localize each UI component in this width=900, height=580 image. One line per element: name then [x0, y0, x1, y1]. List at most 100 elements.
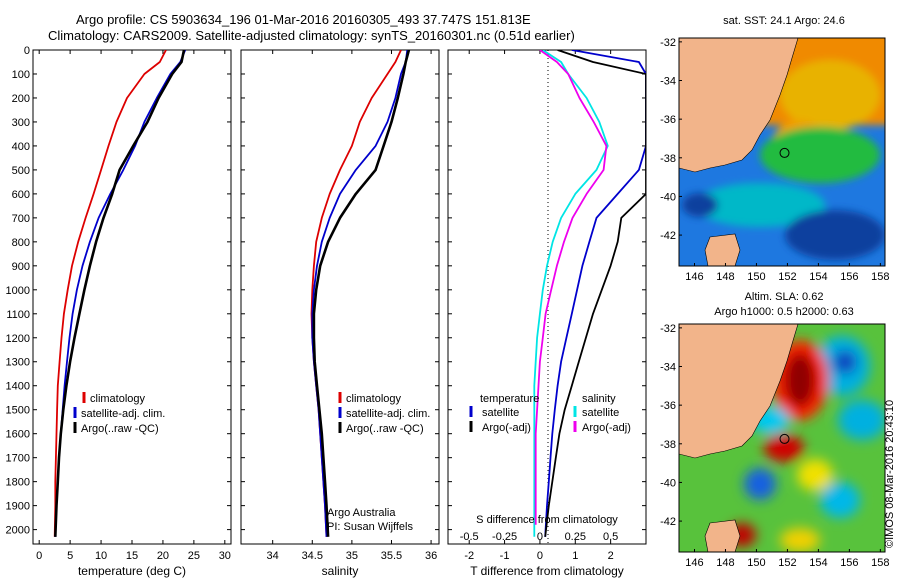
legend-label-satellite: satellite-adj. clim.: [346, 408, 430, 420]
map-y-tick-label: -32: [660, 323, 676, 335]
map-y-tick-label: -42: [660, 230, 676, 242]
header-line2: Climatology: CARS2009. Satellite-adjuste…: [48, 28, 575, 43]
legend-header-salinity: salinity: [582, 393, 616, 405]
x-tick-label: 30: [219, 550, 231, 562]
y-tick-label: 1700: [6, 453, 30, 465]
series-line-climatology: [53, 50, 167, 537]
series-line-argo-raw-qc-: [312, 50, 411, 537]
sst-cold-zone-west: [682, 193, 718, 217]
sla-argo-location-marker: [779, 433, 790, 444]
x-tick-label: 0: [537, 550, 543, 562]
sla-map-panel: Altim. SLA: 0.62 Argo h1000: 0.5 h2000: …: [660, 291, 889, 569]
y-tick-label: 1900: [6, 501, 30, 513]
map-x-tick-label: 152: [778, 557, 796, 569]
y-tick-label: 400: [12, 141, 30, 153]
sst-land-tasmania: [704, 233, 741, 266]
sst-cyan-zone: [695, 183, 825, 227]
sla-map-subtitle: Argo h1000: 0.5 h2000: 0.63: [714, 306, 853, 318]
salinity-lines: [310, 50, 411, 537]
legend-label-climatology: climatology: [90, 393, 146, 405]
temperature-axes-frame: [32, 49, 232, 545]
sla-map-frame: [678, 323, 886, 553]
temperature-lines: [53, 50, 187, 537]
x-tick-label: 0: [36, 550, 42, 562]
sst-map-axes: 146 148 150 152 154 156 158 -32 -34 -36 -38 -40 -42: [660, 37, 889, 283]
sst-argo-location-marker: [779, 147, 790, 158]
difference-xlabel: T difference from climatology: [470, 564, 624, 578]
map-x-tick-label: 158: [871, 271, 889, 283]
map-x-tick-label: 148: [716, 557, 734, 569]
sla-high-south: [764, 434, 804, 462]
series-line-temperature-satellite: [544, 50, 646, 537]
map-y-tick-label: -40: [660, 477, 676, 489]
map-x-tick-label: 150: [747, 557, 765, 569]
sst-field: [682, 38, 885, 260]
y-tick-label: 1100: [6, 309, 30, 321]
temperature-axes: 0 5 10 15 20 25 300100200300400500600700800900…: [6, 45, 231, 562]
sst-green-zone: [760, 127, 880, 183]
x-tick-label: 34: [267, 550, 279, 562]
sst-land-mainland: [679, 38, 799, 173]
map-y-tick-label: -36: [660, 400, 676, 412]
sla-map-axes: 146 148 150 152 154 156 158 -32 -34 -36 -38 -40 -42: [660, 323, 889, 569]
sla-eddy-north-core: [833, 350, 857, 374]
sla-yellow-patch-south: [780, 528, 820, 552]
sla-land-mainland: [679, 324, 799, 459]
temperature-legend: climatology satellite-adj. clim. Argo(..…: [73, 392, 165, 435]
sst-cold-zone: [785, 210, 885, 260]
x-tick-label: 35: [346, 550, 358, 562]
sla-eddy-east: [838, 400, 885, 440]
map-x-tick-label: 156: [840, 271, 858, 283]
salinity-legend: climatology satellite-adj. clim. Argo(..…: [338, 392, 430, 435]
map-y-tick-label: -34: [660, 362, 676, 374]
x-tick-label: 15: [126, 550, 138, 562]
sla-map-title: Altim. SLA: 0.62: [745, 291, 824, 303]
x-tick-label: 1: [572, 550, 578, 562]
y-tick-label: 1500: [6, 405, 30, 417]
sst-warm-lobe: [780, 60, 880, 130]
sst-map-frame: [678, 37, 886, 267]
difference-axes-frame: [447, 49, 647, 545]
series-line-salinity-satellite: [533, 50, 609, 537]
salinity-panel: 34 34.5 35 35.5 36 climatology satellite-adj…: [240, 49, 440, 578]
x-tick-label: 34.5: [302, 550, 323, 562]
difference-panel: -2 -1 0 1 2 -0.5 -0.25 0 0.25 0.5 temperature sat…: [447, 49, 647, 578]
x-tick-label-secondary: -0.5: [460, 531, 479, 543]
map-y-tick-label: -36: [660, 114, 676, 126]
y-tick-label: 1600: [6, 429, 30, 441]
salinity-xlabel: salinity: [322, 564, 359, 578]
legend-label-temp-argo: Argo(-adj): [482, 422, 531, 434]
legend-label-argo: Argo(..raw -QC): [81, 423, 159, 435]
sst-map-panel: sat. SST: 24.1 Argo: 24.6 146 148 150 152 15…: [660, 15, 889, 283]
map-x-tick-label: 152: [778, 271, 796, 283]
x-tick-label: 20: [157, 550, 169, 562]
legend-label-temp-satellite: satellite: [482, 407, 519, 419]
legend-label-climatology: climatology: [346, 393, 402, 405]
x-tick-label-secondary: 0: [537, 531, 543, 543]
map-y-tick-label: -38: [660, 439, 676, 451]
legend-label-sal-satellite: satellite: [582, 407, 619, 419]
header-line1: Argo profile: CS 5903634_196 01-Mar-2016…: [76, 12, 531, 27]
x-tick-label: 10: [95, 550, 107, 562]
y-tick-label: 100: [12, 69, 30, 81]
y-tick-label: 1400: [6, 381, 30, 393]
series-line-satellite-adj-clim-: [311, 50, 409, 537]
map-x-tick-label: 156: [840, 557, 858, 569]
y-tick-label: 1000: [6, 285, 30, 297]
y-tick-label: 700: [12, 213, 30, 225]
x-tick-label: -1: [500, 550, 510, 562]
sla-map-image: [679, 324, 885, 552]
salinity-axes: 34 34.5 35 35.5 36: [241, 49, 439, 562]
series-line-argo-raw-qc-: [54, 50, 186, 537]
map-x-tick-label: 146: [685, 271, 703, 283]
difference-lines: [533, 50, 646, 537]
sla-eddy-southwest: [744, 468, 776, 500]
difference-xlabel-top: S difference from climatology: [476, 514, 618, 526]
map-x-tick-label: 154: [809, 271, 827, 283]
x-tick-label: 2: [608, 550, 614, 562]
map-x-tick-label: 148: [716, 271, 734, 283]
legend-header-temperature: temperature: [480, 393, 539, 405]
x-tick-label-secondary: -0.25: [492, 531, 517, 543]
x-tick-label: 36: [425, 550, 437, 562]
temperature-xlabel: temperature (deg C): [78, 564, 186, 578]
